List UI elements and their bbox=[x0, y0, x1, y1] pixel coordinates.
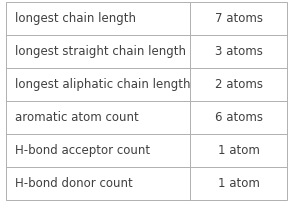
Text: longest chain length: longest chain length bbox=[15, 12, 136, 25]
Text: 2 atoms: 2 atoms bbox=[214, 78, 263, 91]
Text: aromatic atom count: aromatic atom count bbox=[15, 111, 138, 124]
Text: 1 atom: 1 atom bbox=[218, 144, 260, 157]
Text: 3 atoms: 3 atoms bbox=[215, 45, 263, 58]
Text: 1 atom: 1 atom bbox=[218, 177, 260, 190]
Text: 7 atoms: 7 atoms bbox=[214, 12, 263, 25]
Text: longest straight chain length: longest straight chain length bbox=[15, 45, 186, 58]
Text: H-bond donor count: H-bond donor count bbox=[15, 177, 132, 190]
Text: longest aliphatic chain length: longest aliphatic chain length bbox=[15, 78, 190, 91]
Text: 6 atoms: 6 atoms bbox=[214, 111, 263, 124]
Text: H-bond acceptor count: H-bond acceptor count bbox=[15, 144, 150, 157]
